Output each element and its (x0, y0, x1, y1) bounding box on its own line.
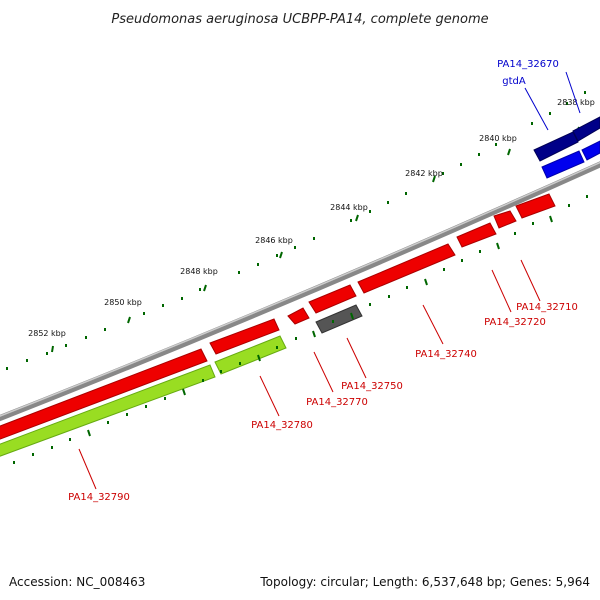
gene-small-red[interactable] (287, 307, 310, 325)
gene-pa14-32780[interactable] (209, 318, 280, 355)
inner-scale (13, 195, 588, 464)
gene-label[interactable]: PA14_32740 (415, 349, 477, 360)
scale-label: 2842 kbp (405, 169, 443, 178)
gene-label[interactable]: PA14_32780 (251, 420, 313, 431)
gene-pa14-32750[interactable] (357, 243, 456, 294)
gene-label[interactable]: PA14_32710 (516, 302, 578, 313)
gene-pa14-32670[interactable] (572, 116, 600, 142)
scale-label: 2844 kbp (330, 203, 368, 212)
gene-label[interactable]: PA14_32670 (497, 59, 559, 70)
gene-label[interactable]: PA14_32750 (341, 381, 403, 392)
gene-label[interactable]: PA14_32770 (306, 397, 368, 408)
reverse-strand-genes (0, 140, 600, 458)
scale-label: 2840 kbp (479, 134, 517, 143)
scale-label: 2852 kbp (28, 329, 66, 338)
gene-pa14-32790[interactable] (0, 348, 208, 441)
map-title: Pseudomonas aeruginosa UCBPP-PA14, compl… (111, 12, 488, 27)
gene-blue-1[interactable] (541, 150, 585, 179)
genome-summary-text: Topology: circular; Length: 6,537,648 bp… (259, 575, 590, 589)
gene-gtda[interactable] (533, 131, 579, 162)
gene-labels: PA14_32670 gtdA PA14_32710 PA14_32720 PA… (68, 59, 578, 503)
genome-backbone (0, 161, 600, 422)
scale-label: 2850 kbp (104, 298, 142, 307)
gene-grey[interactable] (315, 304, 363, 334)
gene-label[interactable]: PA14_32790 (68, 492, 130, 503)
gene-pa14-32710[interactable] (515, 193, 556, 219)
gene-pa14-32720[interactable] (493, 210, 517, 229)
gene-green-2[interactable] (0, 364, 216, 458)
gene-label[interactable]: gtdA (502, 76, 526, 87)
gene-pa14-32770[interactable] (308, 284, 357, 314)
forward-strand-genes (0, 116, 600, 441)
gene-pa14-32740[interactable] (456, 222, 497, 248)
outer-scale (6, 91, 586, 370)
accession-text: Accession: NC_008463 (9, 575, 145, 589)
scale-label: 2848 kbp (180, 267, 218, 276)
label-leaders (78, 71, 581, 490)
gene-blue-2[interactable] (581, 140, 600, 161)
gene-green-1[interactable] (214, 335, 287, 375)
gene-label[interactable]: PA14_32720 (484, 317, 546, 328)
scale-label: 2846 kbp (255, 236, 293, 245)
